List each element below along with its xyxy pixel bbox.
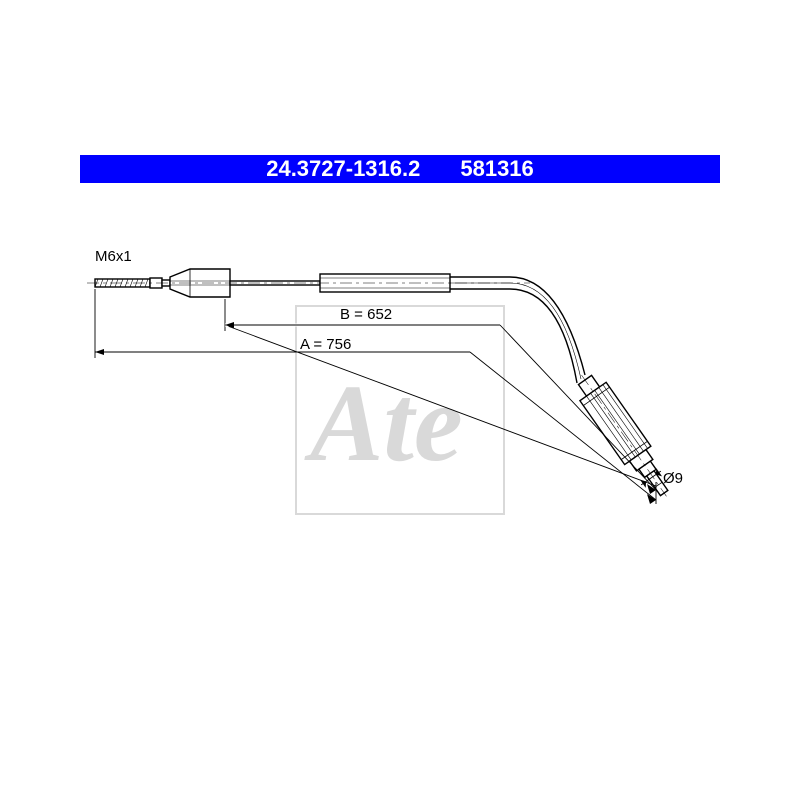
watermark-logo: Ate [310, 360, 463, 487]
dimension-b-label: B = 652 [340, 306, 392, 323]
thread-spec-label: M6x1 [95, 248, 132, 265]
diameter-label: Ø9 [663, 470, 683, 487]
part-header: 24.3727-1316.2 581316 [80, 155, 720, 183]
part-number: 24.3727-1316.2 [266, 156, 420, 182]
dimension-a-label: A = 756 [300, 336, 351, 353]
secondary-id: 581316 [460, 156, 533, 182]
